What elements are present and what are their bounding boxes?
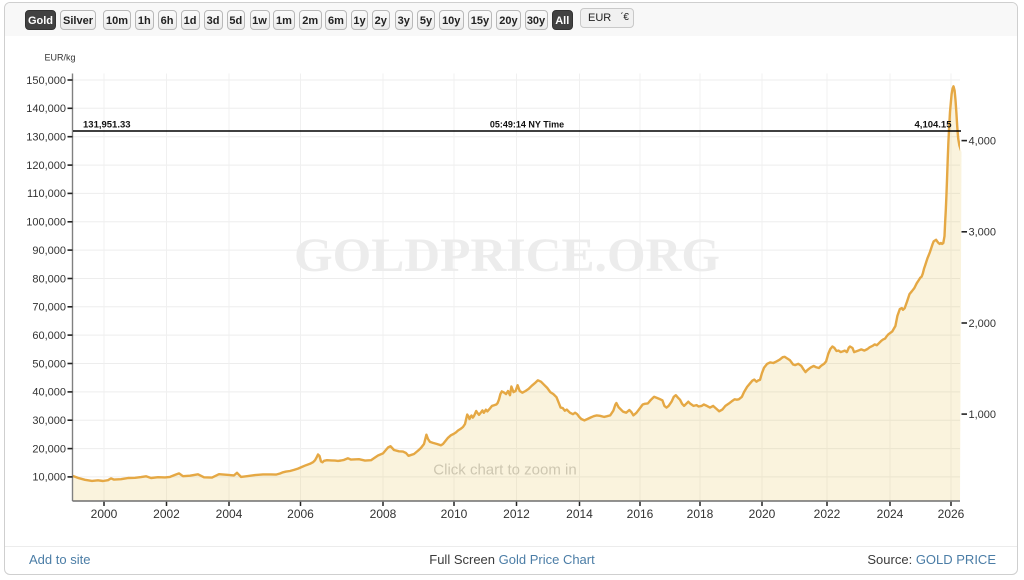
svg-text:2006: 2006	[287, 507, 314, 521]
svg-text:10,000: 10,000	[32, 472, 66, 484]
svg-text:131,951.33: 131,951.33	[83, 120, 131, 131]
svg-text:2014: 2014	[566, 507, 593, 521]
svg-text:150,000: 150,000	[26, 75, 66, 87]
svg-text:2004: 2004	[216, 507, 243, 521]
svg-text:140,000: 140,000	[26, 103, 66, 115]
svg-text:2002: 2002	[153, 507, 180, 521]
svg-text:60,000: 60,000	[32, 330, 66, 342]
svg-text:2000: 2000	[91, 507, 118, 521]
svg-text:120,000: 120,000	[26, 160, 66, 172]
svg-text:2,000: 2,000	[969, 318, 997, 330]
svg-text:100,000: 100,000	[26, 217, 66, 229]
svg-text:4,000: 4,000	[969, 135, 997, 147]
svg-text:40,000: 40,000	[32, 387, 66, 399]
svg-text:2024: 2024	[877, 507, 904, 521]
svg-text:50,000: 50,000	[32, 358, 66, 370]
svg-text:4,104.15: 4,104.15	[915, 120, 953, 131]
svg-text:GOLDPRICE.ORG: GOLDPRICE.ORG	[294, 229, 720, 282]
svg-text:Click chart to zoom in: Click chart to zoom in	[433, 462, 576, 479]
svg-text:1,000: 1,000	[969, 409, 997, 421]
svg-text:3,000: 3,000	[969, 227, 997, 239]
svg-text:2020: 2020	[749, 507, 776, 521]
svg-text:90,000: 90,000	[32, 245, 66, 257]
svg-text:05:49:14 NY Time: 05:49:14 NY Time	[490, 120, 564, 130]
svg-text:EUR/kg: EUR/kg	[45, 53, 76, 63]
svg-text:2010: 2010	[441, 507, 468, 521]
svg-text:2018: 2018	[687, 507, 714, 521]
svg-text:110,000: 110,000	[27, 188, 66, 200]
svg-text:70,000: 70,000	[32, 302, 66, 314]
svg-text:2022: 2022	[814, 507, 841, 521]
svg-text:20,000: 20,000	[32, 443, 66, 455]
svg-text:2016: 2016	[627, 507, 654, 521]
svg-text:80,000: 80,000	[32, 273, 66, 285]
svg-text:2012: 2012	[503, 507, 530, 521]
svg-text:2026: 2026	[938, 507, 965, 521]
svg-text:2008: 2008	[370, 507, 397, 521]
svg-text:130,000: 130,000	[26, 132, 66, 144]
svg-text:30,000: 30,000	[32, 415, 66, 427]
